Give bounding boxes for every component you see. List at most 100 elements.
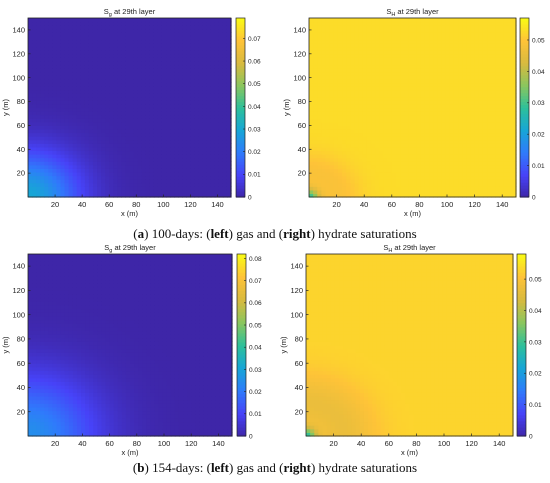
heatmap-cell [503,125,509,130]
heatmap-cell [76,125,82,130]
heatmap-cell [48,146,53,152]
heatmap-cell [337,193,343,198]
heatmap-cell [101,50,106,55]
heatmap-cell [416,143,422,148]
heatmap-cell [218,64,224,69]
heatmap-cell [182,136,187,141]
heatmap-cell [424,107,430,112]
heatmap-cell [60,146,66,152]
heatmap-cell [400,121,405,126]
heatmap-cell [342,118,347,123]
heatmap-cell [149,64,155,69]
heatmap-cell [133,89,139,94]
heatmap-cell [105,164,110,169]
heatmap-cell [470,107,476,112]
heatmap-cell [80,107,86,112]
heatmap-cell [222,96,228,101]
heatmap-cell [125,125,131,130]
heatmap-cell [491,186,496,191]
heatmap-cell [408,189,414,195]
heatmap-cell [462,171,467,177]
heatmap-cell [137,64,143,69]
heatmap-cell [482,21,488,26]
heatmap-cell [400,93,405,98]
heatmap-cell [321,139,327,144]
heatmap-cell [178,118,183,123]
heatmap-cell [48,171,53,177]
heatmap-cell [64,82,70,87]
heatmap-cell [141,118,147,123]
heatmap-cell [482,136,488,141]
heatmap-cell [76,89,82,94]
heatmap-cell [210,182,216,187]
heatmap-cell [157,132,163,137]
heatmap-cell [441,89,447,94]
heatmap-cell [32,121,37,126]
heatmap-cell [145,35,151,41]
heatmap-cell [137,146,143,152]
heatmap-cell [174,53,179,58]
heatmap-cell [416,118,422,123]
heatmap-cell [161,25,167,30]
heatmap-cell [190,128,196,134]
heatmap-cell [141,96,147,101]
heatmap-cell [487,78,492,84]
heatmap-cell [52,53,58,58]
heatmap-cell [121,182,127,187]
heatmap-cell [412,171,418,177]
heatmap-cell [186,68,191,73]
heatmap-cell [441,175,447,180]
heatmap-cell [174,132,179,137]
heatmap-cell [36,103,41,109]
heatmap-cell [202,164,208,169]
heatmap-cell [383,136,389,141]
heatmap-cell [395,28,401,33]
heatmap-cell [60,82,66,87]
heatmap-cell [88,25,94,30]
heatmap-cell [329,64,335,69]
heatmap-cell [366,64,372,69]
heatmap-cell [391,143,397,148]
heatmap-cell [76,103,82,109]
heatmap-cell [97,60,102,66]
heatmap-cell [462,182,467,187]
heatmap-cell [153,60,159,66]
heatmap-cell [170,21,175,26]
heatmap-cell [117,32,122,37]
heatmap-cell [117,150,122,155]
heatmap-cell [362,60,368,66]
heatmap-cell [383,86,389,91]
heatmap-cell [68,143,74,148]
heatmap-cell [28,125,33,130]
heatmap-cell [412,136,418,141]
heatmap-cell [412,161,418,166]
heatmap-cell [478,96,484,101]
heatmap-cell [404,100,409,105]
heatmap-cell [445,68,451,73]
heatmap-cell [52,100,58,105]
heatmap-cell [329,50,335,55]
heatmap-cell [105,189,110,195]
heatmap-cell [437,118,443,123]
heatmap-cell [342,132,347,137]
heatmap-cell [470,57,476,62]
heatmap-cell [222,168,228,173]
heatmap-cell [218,53,224,58]
heatmap-cell [149,125,155,130]
heatmap-cell [453,43,459,48]
heatmap-cell [76,132,82,137]
heatmap-cell [40,186,45,191]
heatmap-cell [313,139,318,144]
heatmap-cell [449,43,455,48]
heatmap-cell [495,28,501,33]
heatmap-cell [174,25,179,30]
heatmap-cell [182,50,187,55]
heatmap-cell [214,89,220,94]
heatmap-cell [174,82,179,87]
heatmap-cell [64,71,70,76]
heatmap-cell [92,179,98,184]
heatmap-cell [495,125,501,130]
heatmap-cell [358,71,364,76]
heatmap-cell [214,143,220,148]
heatmap-cell [68,128,74,134]
